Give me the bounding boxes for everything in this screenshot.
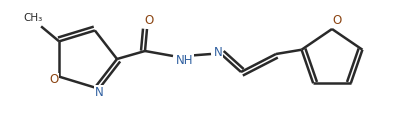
- Text: O: O: [333, 15, 341, 28]
- Text: N: N: [95, 86, 103, 99]
- Text: O: O: [49, 73, 59, 86]
- Text: NH: NH: [176, 53, 193, 67]
- Text: N: N: [214, 47, 223, 59]
- Text: O: O: [144, 15, 154, 28]
- Text: CH₃: CH₃: [24, 13, 43, 23]
